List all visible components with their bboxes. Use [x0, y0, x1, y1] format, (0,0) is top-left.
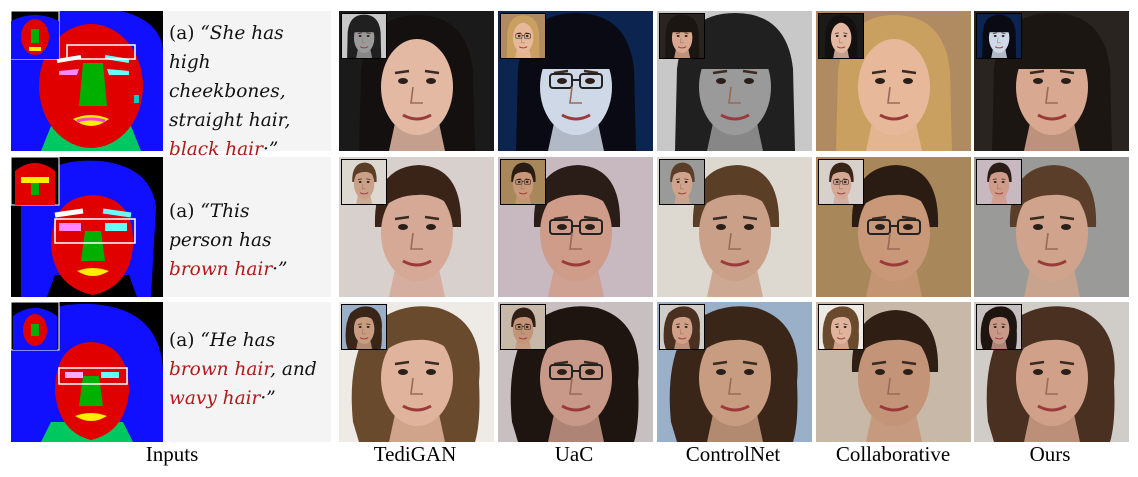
prompt-panel-row-2: (a) “This person has brown hair·” — [163, 157, 331, 297]
reference-thumbnail — [500, 13, 546, 59]
segmentation-mask-row-1 — [11, 11, 163, 151]
column-label-controlnet: ControlNet — [685, 442, 781, 466]
result-image-ours-row-3 — [974, 302, 1129, 442]
prompt-label: (a) — [169, 201, 195, 222]
text-prompt-3: (a) “He has brown hair, and wavy hair·” — [169, 330, 317, 409]
reference-thumbnail — [818, 159, 864, 205]
reference-thumbnail — [500, 159, 546, 205]
prompt-panel-row-1: (a) “She has high cheekbones, straight h… — [163, 11, 331, 160]
result-image-ours-row-1 — [974, 11, 1129, 151]
column-label-tedigan: TediGAN — [373, 442, 457, 466]
reference-thumbnail — [976, 13, 1022, 59]
text-prompt-1: (a) “She has high cheekbones, straight h… — [169, 23, 291, 160]
highlight: wavy hair — [169, 388, 261, 409]
result-image-uac-row-1 — [498, 11, 653, 151]
prompt-panel-row-3: (a) “He has brown hair, and wavy hair·” — [163, 302, 331, 442]
result-image-controlnet-row-1 — [657, 11, 812, 151]
reference-thumbnail — [341, 13, 387, 59]
result-image-uac-row-2 — [498, 157, 653, 297]
column-label-inputs: Inputs — [145, 442, 199, 466]
segmentation-mask-row-3 — [11, 302, 163, 442]
result-image-tedigan-row-3 — [339, 302, 494, 442]
reference-thumbnail — [341, 159, 387, 205]
prompt-label: (a) — [169, 23, 195, 44]
result-image-collaborative-row-2 — [816, 157, 971, 297]
reference-thumbnail — [659, 13, 705, 59]
column-label-uac: UaC — [554, 442, 594, 466]
segmentation-mask-row-2 — [11, 157, 163, 297]
reference-thumbnail — [976, 159, 1022, 205]
highlight: brown hair — [169, 259, 273, 280]
column-label-ours: Ours — [1029, 442, 1071, 466]
result-image-tedigan-row-2 — [339, 157, 494, 297]
prompt-label: (a) — [169, 330, 195, 351]
result-image-controlnet-row-3 — [657, 302, 812, 442]
reference-thumbnail — [659, 304, 705, 350]
reference-thumbnail — [818, 304, 864, 350]
column-label-collaborative: Collaborative — [835, 442, 951, 466]
highlight: black hair — [169, 139, 263, 160]
reference-thumbnail — [500, 304, 546, 350]
result-image-collaborative-row-3 — [816, 302, 971, 442]
reference-thumbnail — [818, 13, 864, 59]
result-image-ours-row-2 — [974, 157, 1129, 297]
result-image-uac-row-3 — [498, 302, 653, 442]
reference-thumbnail — [341, 304, 387, 350]
reference-thumbnail — [976, 304, 1022, 350]
text-prompt-2: (a) “This person has brown hair·” — [169, 201, 288, 280]
result-image-collaborative-row-1 — [816, 11, 971, 151]
result-image-controlnet-row-2 — [657, 157, 812, 297]
highlight: brown hair — [169, 359, 271, 380]
reference-thumbnail — [659, 159, 705, 205]
result-image-tedigan-row-1 — [339, 11, 494, 151]
